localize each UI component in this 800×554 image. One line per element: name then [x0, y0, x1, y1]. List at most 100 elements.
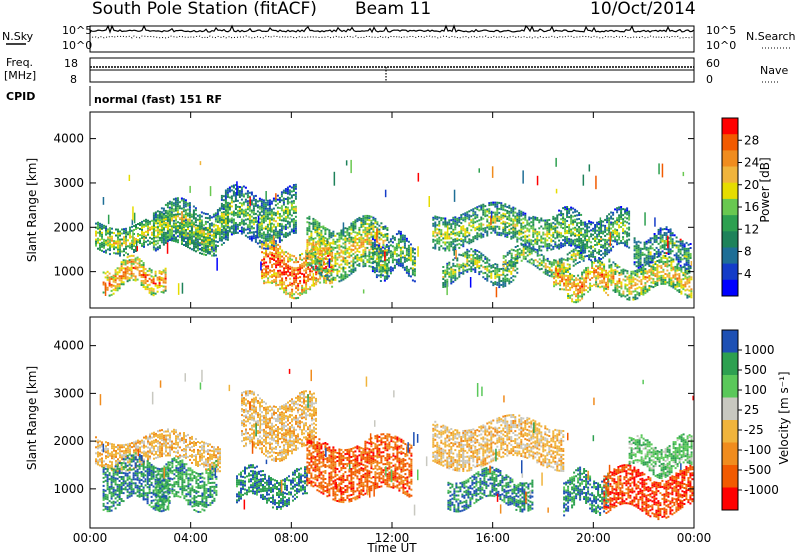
range-time-cell	[464, 253, 467, 256]
range-time-cell	[576, 252, 579, 254]
range-time-cell	[407, 268, 410, 271]
range-time-cell	[144, 268, 147, 271]
range-time-cell	[434, 221, 437, 224]
range-time-cell	[226, 203, 229, 206]
range-time-cell	[216, 221, 219, 223]
range-time-cell	[360, 241, 363, 244]
range-time-cell	[578, 238, 581, 240]
range-time-cell	[554, 229, 557, 232]
range-time-cell	[315, 265, 318, 268]
range-time-cell	[584, 231, 587, 234]
range-time-cell	[256, 214, 259, 217]
range-time-cell	[246, 204, 249, 207]
range-time-cell	[484, 255, 487, 258]
range-time-cell	[324, 245, 327, 247]
range-time-cell	[158, 272, 161, 275]
range-time-cell	[267, 277, 270, 280]
range-time-cell	[287, 258, 290, 261]
range-time-cell	[474, 211, 477, 214]
range-time-cell	[203, 243, 205, 246]
range-time-cell	[186, 212, 189, 215]
range-time-cell	[299, 276, 302, 279]
range-time-cell	[377, 258, 380, 261]
range-time-cell	[500, 232, 503, 235]
range-time-cell	[452, 264, 455, 267]
range-time-cell	[230, 213, 233, 216]
range-time-cell	[532, 249, 535, 252]
range-time-cell	[492, 201, 495, 204]
range-time-cell	[322, 227, 325, 230]
range-time-cell	[195, 246, 197, 249]
range-time-cell	[174, 207, 177, 210]
range-time-cell	[289, 295, 292, 298]
range-time-cell	[566, 216, 569, 218]
range-time-cell	[306, 241, 309, 244]
range-time-cell	[188, 224, 191, 227]
power-scatter-cells	[95, 157, 693, 304]
range-time-cell	[370, 255, 373, 258]
range-time-cell	[137, 241, 139, 243]
range-time-cell	[154, 219, 157, 222]
range-time-cell	[226, 207, 229, 210]
range-time-cell	[192, 209, 195, 212]
range-time-cell	[474, 221, 477, 224]
range-time-cell	[326, 240, 329, 243]
range-time-cell	[176, 225, 179, 228]
range-time-cell	[522, 217, 525, 220]
range-time-cell	[214, 224, 217, 227]
range-time-cell	[183, 238, 185, 240]
range-time-cell	[514, 250, 517, 252]
range-time-cell	[326, 270, 329, 273]
range-time-cell	[338, 248, 341, 251]
range-time-cell	[436, 238, 439, 241]
range-time-cell	[492, 225, 495, 228]
range-time-cell	[322, 225, 325, 228]
range-time-cell	[301, 264, 304, 267]
range-time-cell	[283, 289, 286, 292]
range-time-cell	[311, 270, 314, 273]
range-time-cell	[212, 239, 215, 242]
range-time-cell	[167, 238, 169, 241]
range-time-cell	[397, 238, 400, 241]
range-time-cell	[319, 247, 322, 250]
range-time-cell	[238, 210, 241, 212]
range-time-cell	[500, 216, 503, 219]
range-time-cell	[293, 277, 296, 280]
range-time-cell	[403, 238, 406, 241]
range-time-cell	[590, 233, 593, 236]
range-time-cell	[354, 245, 357, 248]
range-time-cell	[462, 254, 465, 257]
range-time-cell	[125, 227, 127, 230]
range-time-cell	[476, 226, 479, 229]
range-time-cell	[208, 251, 211, 253]
range-time-cell	[141, 226, 143, 229]
range-time-cell	[108, 278, 111, 281]
range-time-cell	[234, 226, 237, 228]
range-time-cell	[564, 236, 567, 239]
range-time-cell	[552, 245, 555, 248]
range-time-cell	[274, 230, 277, 233]
range-time-cell	[115, 252, 117, 255]
range-time-cell	[166, 224, 169, 227]
range-time-cell	[582, 239, 585, 242]
range-time-cell	[162, 213, 165, 216]
range-time-cell	[373, 251, 376, 254]
range-time-cell	[295, 273, 298, 276]
range-time-cell	[468, 232, 471, 235]
range-time-cell	[371, 270, 374, 273]
range-time-cell	[118, 279, 121, 282]
range-time-cell	[548, 229, 551, 231]
range-time-cell	[368, 243, 371, 246]
range-time-cell	[546, 233, 549, 236]
range-time-cell	[540, 241, 543, 244]
range-time-cell	[295, 297, 298, 300]
range-time-cell	[160, 285, 163, 287]
range-time-cell	[348, 270, 351, 273]
range-time-cell	[116, 267, 119, 270]
range-time-cell	[214, 218, 217, 221]
range-time-cell	[181, 243, 183, 245]
range-time-cell	[312, 265, 315, 268]
range-time-cell	[260, 208, 263, 211]
range-time-cell	[164, 233, 167, 236]
range-time-cell	[413, 252, 416, 255]
